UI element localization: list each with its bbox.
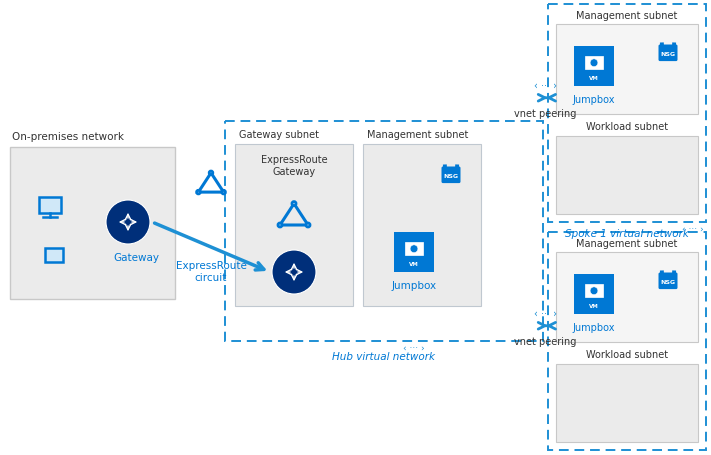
Text: ‹ ··· ›: ‹ ··· › [534, 81, 557, 91]
Text: Hub virtual network: Hub virtual network [333, 351, 436, 361]
Text: Jumpbox: Jumpbox [573, 322, 615, 332]
FancyBboxPatch shape [574, 274, 614, 314]
FancyBboxPatch shape [556, 25, 698, 115]
Text: VM: VM [589, 304, 599, 309]
Text: Workload subnet: Workload subnet [586, 349, 668, 359]
Text: Management subnet: Management subnet [367, 130, 469, 140]
FancyBboxPatch shape [10, 148, 175, 299]
Text: Management subnet: Management subnet [577, 238, 678, 248]
Circle shape [410, 245, 418, 253]
Text: Jumpbox: Jumpbox [573, 95, 615, 105]
Text: Management subnet: Management subnet [577, 11, 678, 21]
Text: ExpressRoute
circuit: ExpressRoute circuit [176, 260, 247, 282]
Circle shape [306, 223, 310, 228]
Circle shape [590, 60, 598, 67]
Text: Gateway: Gateway [113, 253, 159, 263]
Text: On-premises network: On-premises network [12, 131, 124, 142]
Circle shape [197, 191, 201, 194]
Text: Spoke 1 virtual network: Spoke 1 virtual network [565, 228, 689, 238]
Circle shape [222, 191, 225, 194]
FancyBboxPatch shape [394, 233, 434, 273]
FancyBboxPatch shape [574, 47, 614, 87]
Circle shape [106, 201, 150, 244]
Text: vnet peering: vnet peering [514, 336, 577, 346]
FancyBboxPatch shape [585, 285, 603, 298]
FancyBboxPatch shape [556, 136, 698, 214]
Text: NSG: NSG [661, 280, 675, 285]
Text: Gateway subnet: Gateway subnet [239, 130, 319, 140]
Circle shape [292, 202, 296, 206]
Text: VM: VM [409, 262, 419, 267]
FancyBboxPatch shape [45, 249, 63, 262]
Circle shape [590, 287, 598, 295]
FancyBboxPatch shape [405, 243, 423, 256]
FancyBboxPatch shape [363, 145, 481, 306]
Text: ‹ ··· ›: ‹ ··· › [403, 343, 424, 352]
Text: ExpressRoute
Gateway: ExpressRoute Gateway [261, 155, 327, 176]
Text: Workload subnet: Workload subnet [586, 122, 668, 131]
Text: ‹ ··· ›: ‹ ··· › [683, 224, 704, 233]
FancyBboxPatch shape [442, 167, 461, 184]
FancyBboxPatch shape [556, 253, 698, 342]
FancyBboxPatch shape [39, 197, 61, 213]
FancyBboxPatch shape [235, 145, 353, 306]
FancyBboxPatch shape [658, 273, 678, 289]
Circle shape [272, 250, 316, 294]
Text: vnet peering: vnet peering [514, 108, 577, 118]
Text: NSG: NSG [661, 52, 675, 57]
FancyBboxPatch shape [556, 364, 698, 442]
FancyBboxPatch shape [658, 46, 678, 62]
Text: ‹ ··· ›: ‹ ··· › [534, 308, 557, 318]
Text: NSG: NSG [444, 174, 459, 179]
Text: Jumpbox: Jumpbox [392, 280, 437, 290]
Circle shape [209, 172, 213, 175]
FancyBboxPatch shape [585, 57, 603, 70]
Text: ‹ ··· ›: ‹ ··· › [683, 452, 704, 455]
Text: VM: VM [589, 76, 599, 81]
Circle shape [278, 223, 282, 228]
